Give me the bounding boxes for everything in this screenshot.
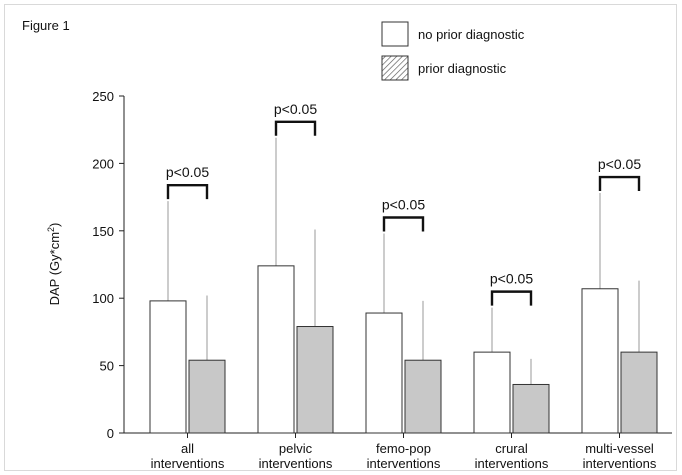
x-tick-label: multi-vessel interventions — [583, 441, 657, 471]
y-tick-label: 50 — [100, 359, 114, 374]
figure-label: Figure 1 — [22, 18, 70, 33]
y-tick-label: 150 — [92, 224, 114, 239]
significance-bracket — [382, 216, 425, 232]
bar-prior-diagnostic — [404, 359, 442, 434]
bar-no-prior-diagnostic — [149, 300, 187, 434]
significance-label: p<0.05 — [166, 164, 209, 180]
bar-prior-diagnostic — [188, 359, 226, 434]
legend-swatch-no-prior — [381, 21, 409, 47]
significance-label: p<0.05 — [490, 271, 533, 287]
y-tick-label: 0 — [107, 426, 114, 441]
x-tick-label: pelvic interventions — [259, 441, 333, 471]
legend-swatch-prior — [381, 55, 409, 81]
significance-bracket — [274, 120, 317, 136]
bar-prior-diagnostic — [512, 383, 550, 434]
bar-prior-diagnostic — [620, 351, 658, 434]
significance-label: p<0.05 — [598, 156, 641, 172]
significance-label: p<0.05 — [382, 196, 425, 212]
bar-no-prior-diagnostic — [581, 288, 619, 434]
bar-no-prior-diagnostic — [365, 312, 403, 434]
significance-label: p<0.05 — [274, 101, 317, 117]
plot-area: 0 50 100 150 200 250 all interventions p<0.05 pel… — [92, 89, 672, 471]
bar-no-prior-diagnostic — [257, 265, 295, 434]
figure-frame — [4, 4, 677, 471]
legend: no prior diagnostic prior diagnostic — [381, 21, 525, 81]
x-tick-label: crural interventions — [475, 441, 549, 471]
significance-bracket — [598, 175, 641, 192]
y-tick-label: 200 — [92, 156, 114, 171]
legend-label-prior: prior diagnostic — [418, 61, 507, 76]
legend-label-no-prior: no prior diagnostic — [418, 27, 525, 42]
significance-bracket — [166, 183, 209, 200]
y-tick-label: 250 — [92, 89, 114, 104]
y-axis-label: DAP (Gy*cm2) — [46, 223, 62, 306]
significance-bracket — [490, 290, 533, 306]
y-tick-label: 100 — [92, 291, 114, 306]
bar-prior-diagnostic — [296, 326, 334, 434]
x-tick-label: all interventions — [151, 441, 225, 471]
bar-no-prior-diagnostic — [473, 351, 511, 434]
x-tick-label: femo-pop interventions — [367, 441, 441, 471]
